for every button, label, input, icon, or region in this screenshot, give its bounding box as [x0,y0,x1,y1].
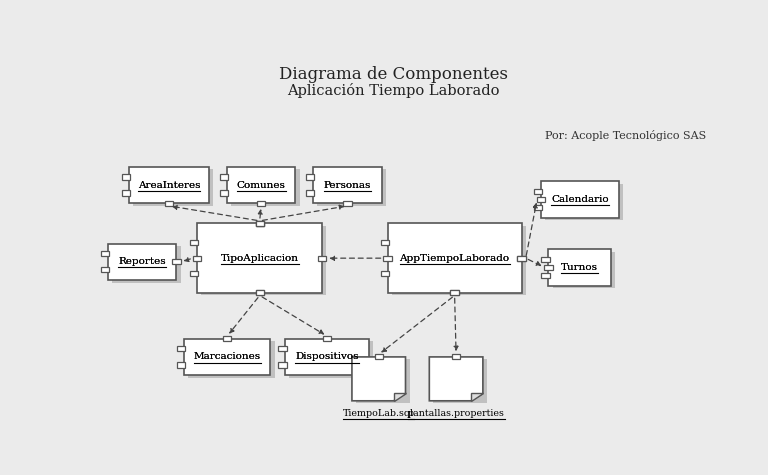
FancyBboxPatch shape [112,246,180,283]
FancyBboxPatch shape [184,339,270,375]
FancyBboxPatch shape [256,221,264,226]
FancyBboxPatch shape [343,201,352,206]
Polygon shape [429,357,483,401]
FancyBboxPatch shape [257,201,265,206]
FancyBboxPatch shape [552,252,615,288]
Text: Por: Acople Tecnológico SAS: Por: Acople Tecnológico SAS [545,130,707,141]
FancyBboxPatch shape [190,240,198,246]
Text: pantallas.properties: pantallas.properties [408,409,505,418]
FancyBboxPatch shape [383,256,392,261]
Text: Turnos: Turnos [561,263,598,272]
FancyBboxPatch shape [177,346,185,352]
FancyBboxPatch shape [231,169,300,206]
Text: Aplicación Tiempo Laborado: Aplicación Tiempo Laborado [287,83,500,97]
FancyBboxPatch shape [541,181,618,218]
FancyBboxPatch shape [541,273,550,278]
FancyBboxPatch shape [197,223,323,293]
FancyBboxPatch shape [452,354,460,360]
Text: TipoAplicacion: TipoAplicacion [220,254,299,263]
FancyBboxPatch shape [101,267,109,273]
FancyBboxPatch shape [451,290,458,295]
FancyBboxPatch shape [256,290,264,295]
FancyBboxPatch shape [317,169,386,206]
Text: Reportes: Reportes [118,257,166,266]
FancyBboxPatch shape [306,190,315,196]
FancyBboxPatch shape [278,362,286,368]
Text: Marcaciones: Marcaciones [194,352,261,361]
FancyBboxPatch shape [388,223,521,293]
FancyBboxPatch shape [323,336,331,341]
FancyBboxPatch shape [541,256,550,262]
FancyBboxPatch shape [545,184,623,220]
Text: Calendario: Calendario [551,195,609,204]
FancyBboxPatch shape [545,265,552,270]
FancyBboxPatch shape [220,190,228,196]
FancyBboxPatch shape [381,271,389,276]
FancyBboxPatch shape [375,354,383,360]
FancyBboxPatch shape [190,271,198,276]
Text: Turnos: Turnos [561,263,598,272]
FancyBboxPatch shape [356,360,409,403]
FancyBboxPatch shape [518,256,526,261]
FancyBboxPatch shape [172,259,180,265]
Text: Marcaciones: Marcaciones [194,352,261,361]
FancyBboxPatch shape [290,341,372,378]
Polygon shape [352,357,406,401]
Text: AppTiempoLaborado: AppTiempoLaborado [399,254,510,263]
FancyBboxPatch shape [518,256,526,261]
Text: Calendario: Calendario [551,195,609,204]
FancyBboxPatch shape [133,169,214,206]
Text: AreaInteres: AreaInteres [137,180,200,190]
Text: AreaInteres: AreaInteres [137,180,200,190]
Text: Reportes: Reportes [118,257,166,266]
Text: Dispositivos: Dispositivos [295,352,359,361]
FancyBboxPatch shape [193,256,201,261]
FancyBboxPatch shape [318,256,326,261]
FancyBboxPatch shape [285,339,369,375]
FancyBboxPatch shape [201,226,326,295]
FancyBboxPatch shape [451,290,458,295]
Text: TipoAplicacion: TipoAplicacion [220,254,299,263]
FancyBboxPatch shape [392,226,526,295]
FancyBboxPatch shape [433,360,487,403]
FancyBboxPatch shape [313,167,382,203]
FancyBboxPatch shape [188,341,275,378]
FancyBboxPatch shape [220,174,228,180]
FancyBboxPatch shape [278,346,286,352]
FancyBboxPatch shape [534,205,542,210]
Text: AppTiempoLaborado: AppTiempoLaborado [399,254,510,263]
Text: Dispositivos: Dispositivos [295,352,359,361]
FancyBboxPatch shape [165,201,173,206]
Text: TiempoLab.sql: TiempoLab.sql [343,409,414,418]
FancyBboxPatch shape [534,189,542,194]
Text: Comunes: Comunes [237,180,286,190]
FancyBboxPatch shape [108,244,177,280]
FancyBboxPatch shape [121,174,130,180]
FancyBboxPatch shape [381,240,389,246]
FancyBboxPatch shape [129,167,209,203]
Polygon shape [471,393,483,401]
FancyBboxPatch shape [121,190,130,196]
FancyBboxPatch shape [177,362,185,368]
FancyBboxPatch shape [537,197,545,202]
Text: Personas: Personas [324,180,371,190]
Polygon shape [393,393,406,401]
Text: Diagrama de Componentes: Diagrama de Componentes [279,66,508,83]
FancyBboxPatch shape [223,336,231,341]
FancyBboxPatch shape [306,174,315,180]
FancyBboxPatch shape [256,290,264,295]
FancyBboxPatch shape [548,249,611,285]
FancyBboxPatch shape [256,221,264,226]
FancyBboxPatch shape [256,221,264,226]
FancyBboxPatch shape [227,167,296,203]
FancyBboxPatch shape [101,251,109,256]
Text: Personas: Personas [324,180,371,190]
Text: Comunes: Comunes [237,180,286,190]
